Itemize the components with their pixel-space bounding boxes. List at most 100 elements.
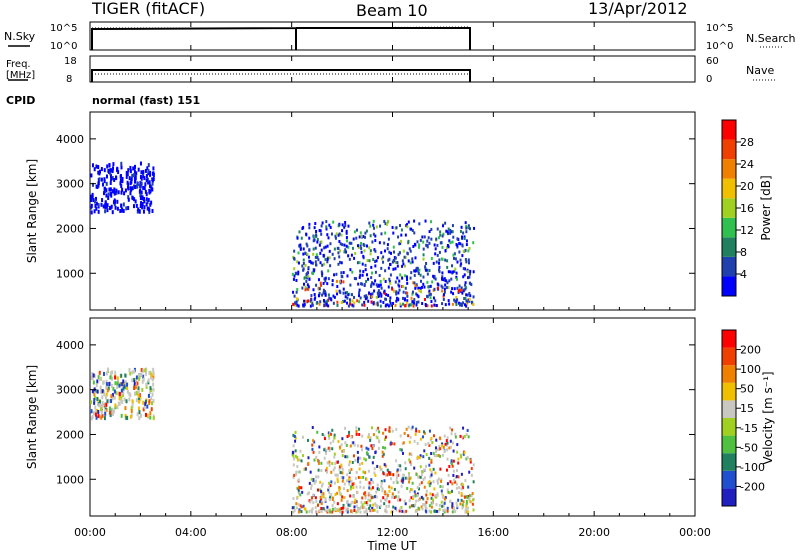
scatter-cell: [330, 470, 333, 474]
scatter-cell: [389, 262, 392, 266]
scatter-cell: [468, 291, 471, 295]
scatter-cell: [310, 477, 313, 481]
scatter-cell: [390, 303, 393, 307]
scatter-cell: [386, 468, 389, 472]
scatter-cell: [410, 427, 413, 431]
scatter-cell: [472, 295, 475, 299]
scatter-cell: [365, 477, 368, 481]
scatter-cell: [314, 505, 317, 509]
scatter-cell: [341, 229, 344, 233]
scatter-cell: [425, 506, 428, 510]
y-tick-label: 3000: [56, 178, 84, 191]
scatter-cell: [117, 170, 120, 175]
scatter-cell: [414, 256, 417, 260]
scatter-cell: [360, 250, 363, 254]
scatter-cell: [463, 297, 466, 301]
scatter-cell: [294, 454, 297, 458]
scatter-cell: [375, 302, 378, 306]
scatter-cell: [326, 461, 329, 465]
scatter-cell: [372, 433, 375, 437]
scatter-cell: [325, 470, 328, 474]
scatter-cell: [377, 294, 380, 298]
scatter-cell: [430, 496, 433, 500]
scatter-cell: [361, 461, 364, 465]
scatter-cell: [449, 480, 452, 484]
scatter-cell: [356, 491, 359, 495]
scatter-cell: [140, 170, 143, 175]
scatter-cell: [365, 446, 368, 450]
scatter-cell: [451, 428, 454, 432]
scatter-cell: [311, 426, 314, 430]
scatter-cell: [125, 415, 128, 420]
scatter-cell: [152, 375, 155, 380]
scatter-cell: [333, 452, 336, 456]
scatter-cell: [315, 263, 318, 267]
scatter-cell: [331, 498, 334, 502]
scatter-cell: [141, 202, 144, 207]
scatter-cell: [145, 197, 148, 202]
scatter-cell: [436, 243, 439, 247]
scatter-cell: [399, 239, 402, 243]
scatter-cell: [307, 461, 310, 465]
scatter-cell: [135, 203, 138, 208]
scatter-cell: [371, 446, 374, 450]
scatter-cell: [351, 299, 354, 303]
scatter-cell: [331, 283, 334, 287]
scatter-cell: [367, 299, 370, 303]
scatter-cell: [139, 372, 142, 377]
scatter-cell: [350, 435, 353, 439]
scatter-cell: [311, 507, 314, 511]
scatter-cell: [434, 471, 437, 475]
scatter-cell: [379, 499, 382, 503]
scatter-cell: [381, 454, 384, 458]
scatter-cell: [141, 196, 144, 201]
scatter-cell: [146, 206, 149, 211]
scatter-cell: [364, 297, 367, 301]
scatter-cell: [447, 227, 450, 231]
scatter-cell: [384, 435, 387, 439]
scatter-cell: [421, 302, 424, 306]
scatter-cell: [448, 302, 451, 306]
power-scatter: [90, 161, 476, 308]
scatter-cell: [404, 286, 407, 290]
scatter-cell: [364, 458, 367, 462]
scatter-cell: [387, 258, 390, 262]
plot-title-center: Beam 10: [356, 1, 428, 20]
scatter-cell: [129, 181, 132, 186]
scatter-cell: [124, 188, 127, 193]
scatter-cell: [105, 379, 108, 384]
scatter-cell: [372, 508, 375, 512]
scatter-cell: [108, 163, 111, 168]
scatter-cell: [121, 208, 124, 213]
scatter-cell: [104, 405, 107, 410]
scatter-cell: [348, 477, 351, 481]
scatter-cell: [419, 290, 422, 294]
scatter-cell: [294, 301, 297, 305]
scatter-cell: [346, 296, 349, 300]
scatter-cell: [314, 510, 317, 514]
scatter-cell: [107, 192, 110, 197]
scatter-cell: [123, 381, 126, 386]
scatter-cell: [440, 241, 443, 245]
scatter-cell: [141, 387, 144, 392]
scatter-cell: [320, 510, 323, 514]
scatter-cell: [133, 170, 136, 175]
scatter-cell: [464, 510, 467, 514]
scatter-cell: [320, 240, 323, 244]
scatter-cell: [468, 227, 471, 231]
scatter-cell: [143, 196, 146, 201]
scatter-cell: [461, 244, 464, 248]
scatter-cell: [311, 443, 314, 447]
scatter-cell: [374, 502, 377, 506]
scatter-cell: [93, 392, 96, 397]
x-tick-label: 12:00: [377, 526, 409, 539]
scatter-cell: [441, 277, 444, 281]
scatter-cell: [116, 385, 119, 390]
scatter-cell: [425, 464, 428, 468]
scatter-cell: [312, 272, 315, 276]
scatter-cell: [465, 239, 468, 243]
scatter-cell: [107, 367, 110, 372]
scatter-cell: [455, 469, 458, 473]
scatter-cell: [340, 261, 343, 265]
x-tick-label: 08:00: [276, 526, 308, 539]
